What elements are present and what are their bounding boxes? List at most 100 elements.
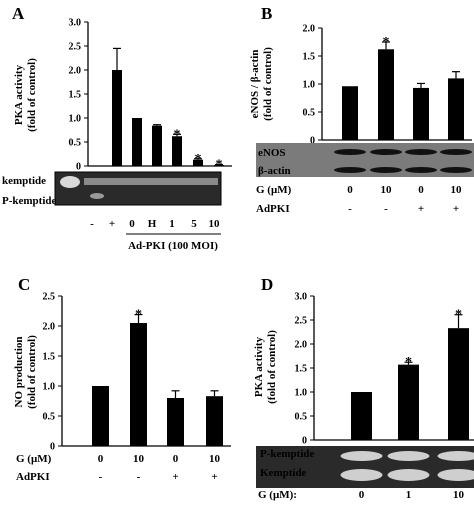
treatment-value: 10 bbox=[133, 453, 145, 465]
category-label: + bbox=[109, 218, 115, 230]
panel-letter: B bbox=[261, 4, 272, 23]
significance-star: * bbox=[405, 355, 412, 370]
treatment-value: - bbox=[137, 471, 141, 483]
blot-band bbox=[387, 469, 430, 481]
treatment-value: - bbox=[99, 471, 103, 483]
treatment-value: + bbox=[418, 203, 424, 215]
blot-band bbox=[370, 149, 402, 155]
treatment-value: + bbox=[172, 471, 178, 483]
blot-band bbox=[84, 178, 218, 185]
category-label: - bbox=[90, 218, 94, 230]
blot-image bbox=[55, 172, 221, 205]
bar bbox=[130, 323, 147, 446]
blot-band bbox=[387, 451, 430, 461]
y-tick-label: 1.0 bbox=[43, 382, 56, 393]
bar bbox=[378, 49, 394, 140]
bar bbox=[351, 392, 372, 440]
y-tick-label: 2.0 bbox=[303, 24, 316, 35]
y-tick-label: 2.5 bbox=[295, 316, 308, 327]
y-tick-label: 0.5 bbox=[303, 108, 316, 119]
blot-row-label: eNOS bbox=[258, 147, 286, 159]
treatment-value: 1 bbox=[406, 489, 412, 501]
blot-border bbox=[54, 171, 222, 206]
y-axis-label-line: NO production bbox=[13, 336, 25, 407]
bar bbox=[413, 87, 429, 140]
panel-letter: C bbox=[18, 275, 30, 294]
group-label: Ad-PKI (100 MOI) bbox=[128, 240, 218, 252]
y-axis-label-line: eNOS / β-actin bbox=[249, 50, 261, 119]
y-tick-label: 0 bbox=[310, 136, 315, 147]
blot-band bbox=[90, 193, 104, 199]
y-tick-label: 2.5 bbox=[43, 292, 56, 303]
blot-row-label: P-kemptide bbox=[2, 195, 57, 207]
y-tick-label: 2.0 bbox=[43, 322, 56, 333]
blot-band bbox=[340, 469, 383, 481]
y-tick-label: 1.5 bbox=[303, 52, 316, 63]
y-axis-label: eNOS / β-actin(fold of control) bbox=[249, 47, 274, 121]
significance-star: * bbox=[135, 308, 142, 323]
y-axis-label-line: (fold of control) bbox=[262, 47, 274, 121]
panel-c: C 0 0.5 1.0 1.5 2.0 2.5 NO production(fold of c… bbox=[13, 275, 231, 483]
blot-row-label: kemptide bbox=[2, 175, 46, 187]
bar bbox=[172, 136, 182, 166]
blot-band bbox=[334, 167, 366, 173]
treatment-row-label: G (μM) bbox=[16, 453, 52, 465]
panel-letter: A bbox=[12, 4, 25, 23]
panel-a: A 0 0.5 1.0 1.5 2.0 2.5 3.0 PKA activity(fold of… bbox=[2, 4, 232, 252]
y-axis-label: PKA activity(fold of control) bbox=[13, 58, 38, 132]
y-axis-label-line: (fold of control) bbox=[26, 58, 38, 132]
panel-b: B 0 0.5 1.0 1.5 2.0 eNOS / β-actin(fold of con… bbox=[249, 4, 474, 215]
y-tick-label: 1.5 bbox=[295, 364, 308, 375]
significance-star: * bbox=[195, 152, 202, 167]
significance-star: * bbox=[455, 308, 462, 323]
treatment-value: 0 bbox=[347, 184, 353, 196]
significance-star: * bbox=[383, 35, 390, 50]
treatment-value: 0 bbox=[418, 184, 424, 196]
y-tick-label: 0 bbox=[50, 442, 55, 453]
category-label: 0 bbox=[129, 218, 135, 230]
treatment-value: - bbox=[384, 203, 388, 215]
blot-band bbox=[440, 167, 472, 173]
treatment-value: + bbox=[453, 203, 459, 215]
blot-band bbox=[405, 167, 437, 173]
treatment-value: - bbox=[348, 203, 352, 215]
y-tick-label: 2.5 bbox=[69, 42, 82, 53]
category-label: 1 bbox=[169, 218, 175, 230]
y-axis-label: PKA activity(fold of control) bbox=[253, 330, 278, 404]
y-tick-label: 0 bbox=[76, 162, 81, 173]
y-tick-label: 1.0 bbox=[303, 80, 316, 91]
blot-band bbox=[437, 469, 474, 481]
treatment-row-label: AdPKI bbox=[16, 471, 50, 483]
y-tick-label: 2.0 bbox=[295, 340, 308, 351]
blot-band bbox=[370, 167, 402, 173]
blot-shading bbox=[256, 143, 474, 177]
y-tick-label: 1.5 bbox=[43, 352, 56, 363]
treatment-value: 10 bbox=[451, 184, 463, 196]
blot-row-label: Kemptide bbox=[260, 467, 307, 479]
y-axis-label-line: PKA activity bbox=[13, 64, 25, 125]
y-axis-label: NO production(fold of control) bbox=[13, 335, 38, 409]
y-tick-label: 0.5 bbox=[295, 412, 308, 423]
treatment-value: 10 bbox=[453, 489, 465, 501]
y-tick-label: 2.0 bbox=[69, 66, 82, 77]
bar bbox=[398, 364, 419, 440]
significance-star: * bbox=[174, 127, 181, 142]
panel-letter: D bbox=[261, 275, 273, 294]
bar bbox=[206, 396, 223, 446]
treatment-value: 0 bbox=[173, 453, 179, 465]
bar bbox=[92, 386, 109, 446]
treatment-value: + bbox=[211, 471, 217, 483]
y-axis-label-line: (fold of control) bbox=[26, 335, 38, 409]
y-tick-label: 1.0 bbox=[295, 388, 308, 399]
treatment-value: 10 bbox=[209, 453, 221, 465]
significance-star: * bbox=[216, 158, 223, 173]
category-label: 10 bbox=[209, 218, 221, 230]
bar bbox=[448, 78, 464, 140]
bar bbox=[167, 398, 184, 446]
bar bbox=[132, 118, 142, 166]
treatment-row-label: G (μM): bbox=[258, 489, 297, 501]
y-tick-label: 1.0 bbox=[69, 114, 82, 125]
y-tick-label: 1.5 bbox=[69, 90, 82, 101]
treatment-value: 10 bbox=[381, 184, 393, 196]
